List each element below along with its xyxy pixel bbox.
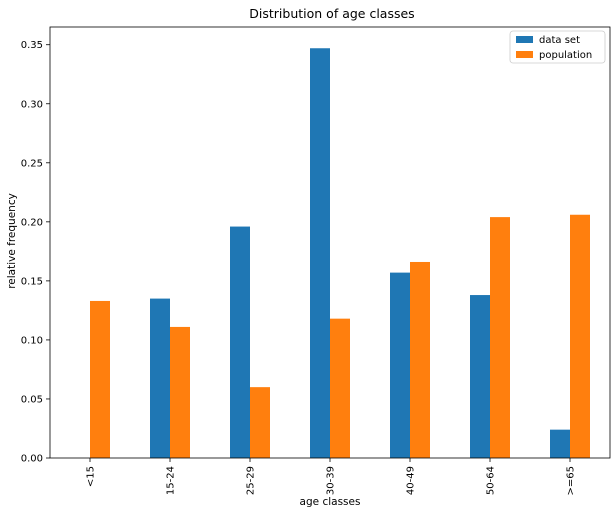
y-tick-label: 0.35 [21,40,43,51]
bar-data-set-2 [230,226,250,458]
legend-swatch-population [516,51,533,58]
axes-frame [49,26,611,459]
bar-data-set-6 [550,429,570,458]
x-tick-label: 15-24 [166,466,177,495]
legend-box [509,30,606,64]
y-tick-label: 0.00 [21,454,43,465]
legend-swatch-data-set [516,36,533,43]
bar-population-3 [330,318,350,458]
x-tick-label: 30-39 [326,466,337,495]
bar-data-set-4 [390,272,410,458]
bar-data-set-1 [150,298,170,458]
x-tick-label: 40-49 [406,466,417,495]
y-tick-label: 0.30 [21,99,43,110]
bar-population-2 [250,387,270,458]
bar-population-0 [90,300,110,458]
bar-population-1 [170,326,190,458]
legend-label-population: population [539,50,592,61]
bar-data-set-5 [470,295,490,458]
legend-label-data-set: data set [539,35,580,46]
bar-population-6 [570,214,590,458]
x-tick-label: >=65 [566,466,577,495]
bar-population-5 [490,217,510,458]
plot-area: 0.00 0.05 0.10 0.15 0.20 0.25 0.30 0.35 <15 15-24… [21,26,611,495]
y-tick-label: 0.20 [21,217,43,228]
y-tick-label: 0.15 [21,276,43,287]
bar-population-4 [410,261,430,458]
x-tick-label: <15 [86,466,97,487]
y-tick-label: 0.25 [21,158,43,169]
x-tick-label: 25-29 [246,466,257,495]
chart-title: Distribution of age classes [249,6,414,21]
y-axis-label: relative frequency [6,193,18,289]
x-axis-label: age classes [300,496,361,508]
y-tick-label: 0.10 [21,335,43,346]
x-tick-label: 50-64 [486,466,497,495]
y-tick-label: 0.05 [21,394,43,405]
bar-data-set-3 [310,48,330,458]
legend: data set population [509,30,606,64]
